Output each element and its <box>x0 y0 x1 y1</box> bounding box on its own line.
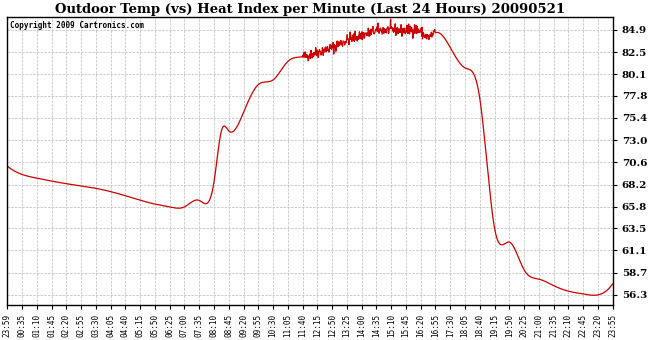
Text: Copyright 2009 Cartronics.com: Copyright 2009 Cartronics.com <box>10 21 144 30</box>
Title: Outdoor Temp (vs) Heat Index per Minute (Last 24 Hours) 20090521: Outdoor Temp (vs) Heat Index per Minute … <box>55 3 565 16</box>
